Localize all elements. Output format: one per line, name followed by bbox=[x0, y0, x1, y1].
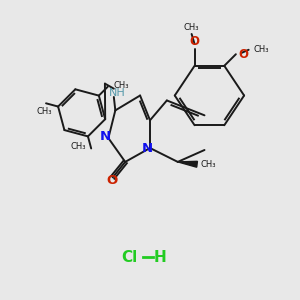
Polygon shape bbox=[178, 161, 197, 167]
Text: CH₃: CH₃ bbox=[200, 160, 215, 169]
Text: CH₃: CH₃ bbox=[253, 45, 268, 54]
Text: O: O bbox=[106, 174, 118, 188]
Text: CH₃: CH₃ bbox=[184, 23, 200, 32]
Text: Cl: Cl bbox=[121, 250, 137, 265]
Text: O: O bbox=[238, 48, 248, 61]
Text: H: H bbox=[154, 250, 167, 265]
Text: CH₃: CH₃ bbox=[37, 107, 52, 116]
Text: CH₃: CH₃ bbox=[113, 81, 128, 90]
Text: CH₃: CH₃ bbox=[70, 142, 86, 152]
Text: O: O bbox=[190, 35, 200, 48]
Text: N: N bbox=[99, 130, 110, 143]
Text: N: N bbox=[142, 142, 153, 154]
Text: NH: NH bbox=[108, 88, 125, 98]
